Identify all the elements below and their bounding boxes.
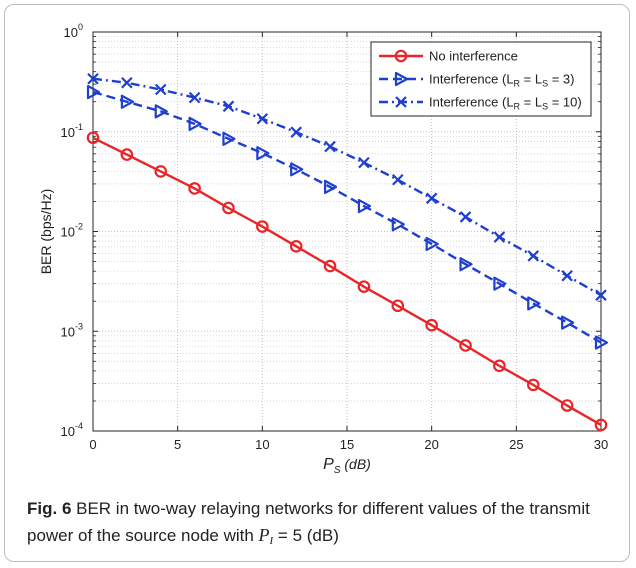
data-point xyxy=(357,198,372,214)
data-point xyxy=(459,257,473,272)
legend-marker xyxy=(394,49,408,63)
legend-entry-label: Interference (LR = LS = 10) xyxy=(429,95,582,112)
data-point xyxy=(493,276,507,291)
x-tick-label: 15 xyxy=(340,437,354,452)
data-point xyxy=(527,296,541,311)
series-1 xyxy=(86,131,608,432)
data-point xyxy=(154,104,168,119)
data-point xyxy=(595,289,607,301)
data-point xyxy=(594,418,608,432)
data-point xyxy=(527,250,540,262)
data-point xyxy=(86,84,101,100)
caption-math-eq: = 5 xyxy=(273,526,303,545)
series-line xyxy=(92,136,602,426)
data-point xyxy=(560,399,574,412)
data-point xyxy=(459,339,472,352)
data-point xyxy=(391,299,405,313)
data-point xyxy=(290,162,304,177)
data-point xyxy=(289,240,303,253)
x-tick-label: 0 xyxy=(89,437,96,452)
x-tick-label: 5 xyxy=(174,437,181,452)
data-point xyxy=(154,83,167,96)
caption-text-end: (dB) xyxy=(302,526,339,545)
series-line xyxy=(92,90,602,344)
x-tick-label: 10 xyxy=(255,437,269,452)
data-point xyxy=(290,126,302,138)
data-point xyxy=(493,359,506,373)
y-axis-label: BER (bps/Hz) xyxy=(38,189,54,275)
ber-chart: 0 5 10 15 20 25 30 100 10-1 10-2 10-3 10-4 PS (dB) BE… xyxy=(38,22,609,476)
figure-frame: 0 5 10 15 20 25 30 100 10-1 10-2 10-3 10-4 PS (dB) BE… xyxy=(4,4,630,562)
legend-marker xyxy=(395,96,407,108)
caption-label: Fig. 6 xyxy=(27,499,72,518)
data-point xyxy=(425,192,438,205)
caption-math-sub: I xyxy=(269,535,274,547)
data-point xyxy=(323,259,337,273)
series-line xyxy=(92,77,602,297)
data-point xyxy=(324,140,336,153)
data-point xyxy=(188,116,202,131)
data-point xyxy=(256,220,269,233)
data-point xyxy=(392,174,404,186)
caption-text: BER in two-way relaying networks for dif… xyxy=(27,499,590,545)
data-point xyxy=(561,269,573,282)
data-point xyxy=(425,236,439,252)
data-point xyxy=(154,165,168,178)
data-point xyxy=(425,318,438,332)
legend-entry-label: Interference (LR = LS = 3) xyxy=(429,72,574,89)
x-tick-label: 20 xyxy=(424,437,438,452)
series-2 xyxy=(86,84,609,350)
figure-caption: Fig. 6 BER in two-way relaying networks … xyxy=(27,495,627,555)
data-point xyxy=(120,148,134,161)
data-point xyxy=(86,131,100,145)
legend-marker xyxy=(394,71,409,87)
data-point xyxy=(222,201,235,215)
data-point xyxy=(526,378,540,392)
y-tick-label: 10-1 xyxy=(61,122,83,140)
series-3 xyxy=(87,72,607,301)
data-point xyxy=(121,76,133,89)
data-point xyxy=(87,72,99,85)
data-point xyxy=(358,156,370,169)
data-point xyxy=(459,211,472,223)
data-point xyxy=(493,231,506,243)
legend: No interference Interference (LR = LS = 3… xyxy=(370,41,592,117)
data-point xyxy=(188,91,201,104)
data-point xyxy=(120,94,134,109)
data-point xyxy=(256,112,269,125)
x-axis-label: PS (dB) xyxy=(323,456,371,476)
y-tick-label: 10-3 xyxy=(61,321,83,339)
y-tick-label: 10-2 xyxy=(61,222,83,240)
data-point xyxy=(594,335,609,350)
data-point xyxy=(256,146,270,161)
data-point xyxy=(561,315,575,330)
data-point xyxy=(222,100,235,113)
y-tick-label: 100 xyxy=(64,22,83,40)
y-tick-label: 10-4 xyxy=(61,421,83,439)
data-point xyxy=(222,131,236,146)
data-point xyxy=(323,179,338,194)
legend-entry-label: No interference xyxy=(429,49,518,64)
data-point xyxy=(188,182,201,195)
x-tick-label: 30 xyxy=(594,437,608,452)
x-tick-label: 25 xyxy=(509,437,523,452)
data-point xyxy=(357,280,371,293)
caption-math-var: P xyxy=(258,525,270,545)
data-point xyxy=(391,217,405,232)
